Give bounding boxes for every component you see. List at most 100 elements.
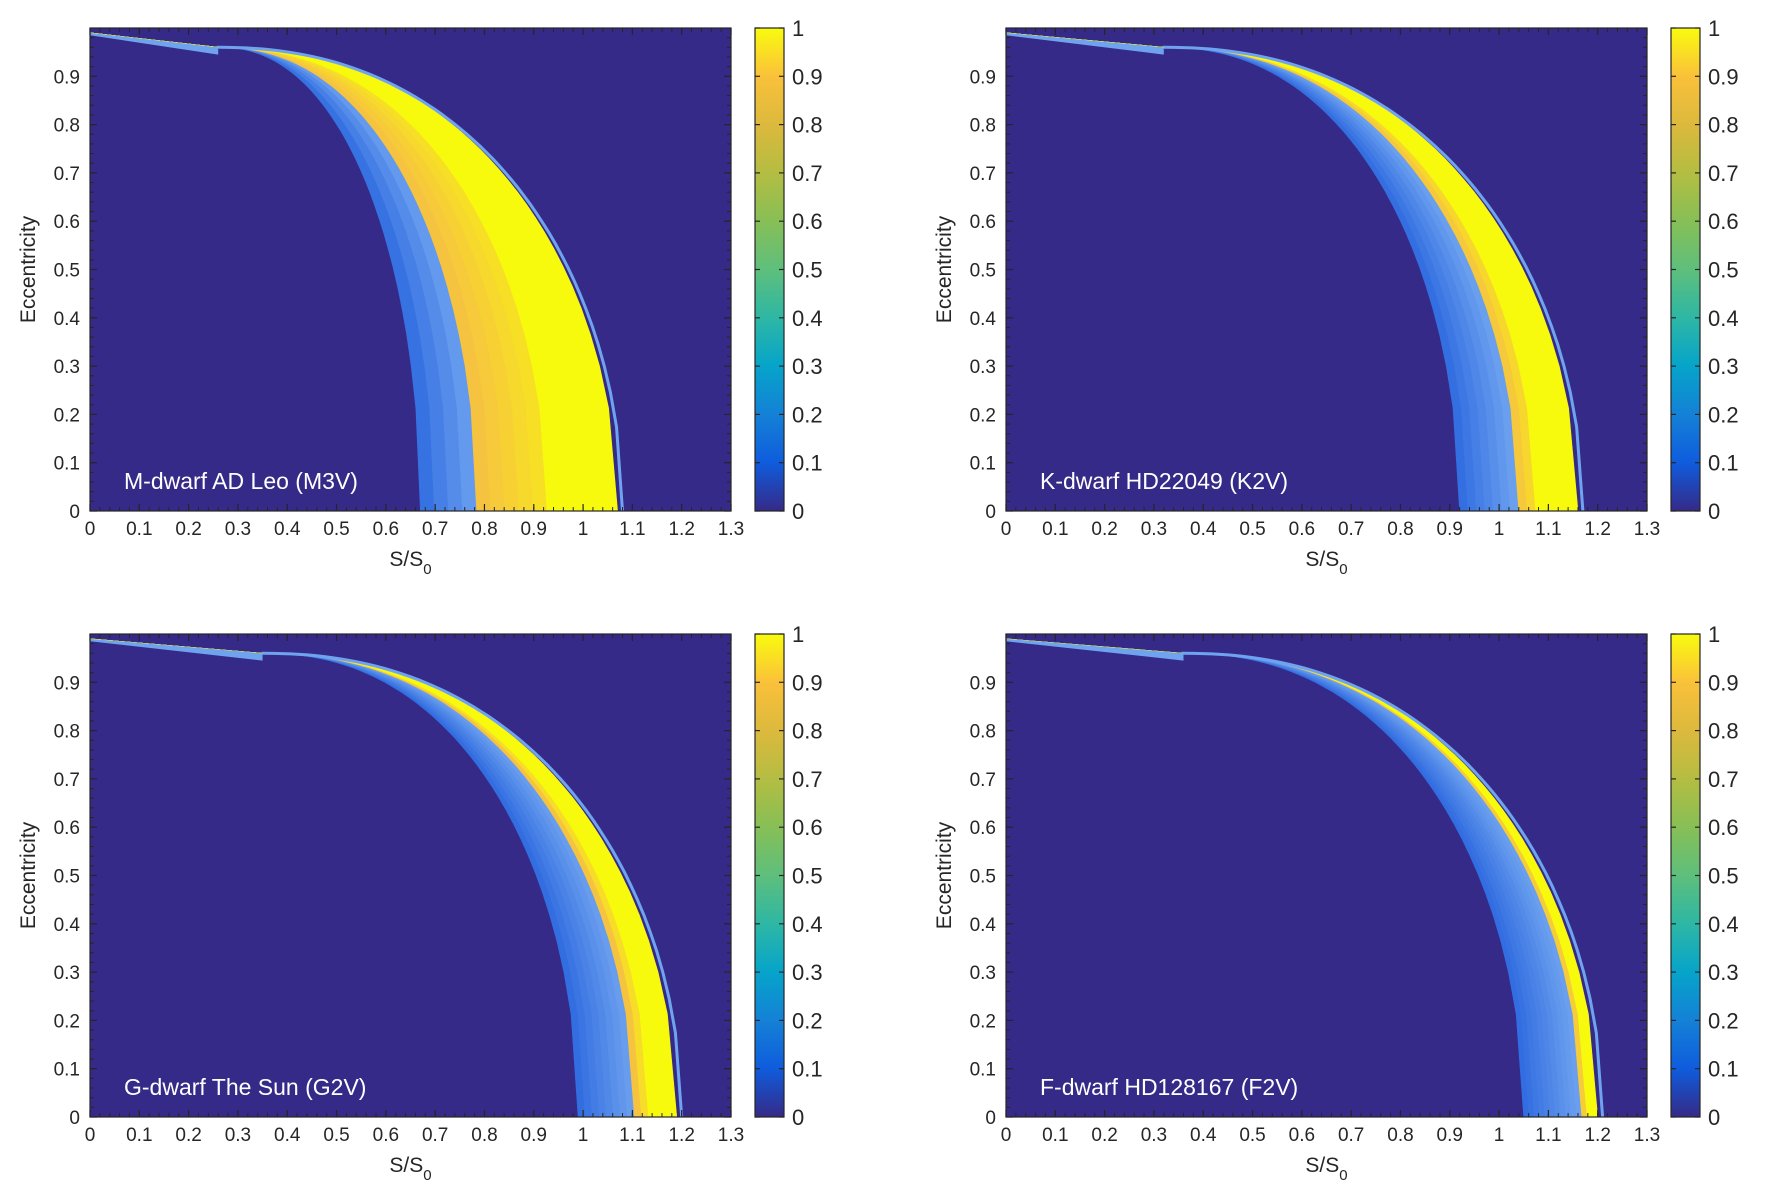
y-tick-label: 0.7 [54, 164, 80, 185]
colorbar-tick-label: 0 [1708, 1105, 1720, 1130]
colorbar-tick-label: 0.1 [792, 1057, 823, 1082]
y-tick-label: 0.7 [970, 770, 996, 791]
y-tick-label: 0.5 [970, 261, 996, 282]
top-streak [1006, 638, 1184, 661]
x-tick-label: 1.2 [668, 1125, 694, 1146]
colorbar: 0 0.1 0.2 0.3 0.4 0.5 0.6 0.7 0.8 0.9 1 [754, 16, 823, 524]
y-tick-label: 0.6 [54, 212, 80, 233]
x-axis-label: S/S0 [1305, 548, 1347, 578]
colorbar-tick-label: 0.3 [792, 354, 823, 379]
colorbar: 0 0.1 0.2 0.3 0.4 0.5 0.6 0.7 0.8 0.9 1 [754, 622, 823, 1130]
x-tick-label: 0.4 [1190, 519, 1217, 540]
colorbar-tick-label: 0.2 [1708, 1008, 1739, 1033]
colorbar-tick-label: 0.6 [792, 209, 823, 234]
top-streak [90, 638, 263, 661]
y-tick-label: 0.2 [54, 1011, 80, 1032]
x-tick-label: 0 [1001, 1125, 1012, 1146]
x-tick-label: 0.8 [471, 1125, 497, 1146]
y-tick-label: 0.4 [54, 309, 81, 330]
colorbar-tick-label: 0.8 [792, 113, 823, 138]
colorbar-tick-label: 0.9 [792, 670, 823, 695]
colorbar-tick-label: 0.9 [1708, 64, 1739, 89]
x-tick-label: 1.2 [668, 519, 694, 540]
x-tick-label: 0.7 [422, 1125, 448, 1146]
x-tick-label: 0.5 [1239, 519, 1265, 540]
colorbar-tick-label: 1 [792, 16, 804, 41]
colorbar-tick-label: 0 [792, 1105, 804, 1130]
region-outer-edge [261, 651, 684, 1117]
colorbar-tick-label: 0.4 [792, 306, 823, 331]
y-tick-label: 0.3 [970, 963, 996, 984]
chart-panel-2: 0 0.1 0.2 0.3 0.4 0.5 0.6 0.7 0.8 0.9 1 1.1 1.2 1.300… [933, 16, 1739, 578]
y-axis-label: Eccentricity [933, 215, 956, 323]
colorbar-tick-label: 0.9 [1708, 670, 1739, 695]
chart-panel-1: 0 0.1 0.2 0.3 0.4 0.5 0.6 0.7 0.8 0.9 1 1.1 1.2 1.300… [17, 16, 823, 578]
colorbar-tick-label: 0.6 [792, 815, 823, 840]
colorbar-tick-label: 0.6 [1708, 815, 1739, 840]
x-tick-label: 1.1 [1535, 519, 1561, 540]
x-tick-label: 0.5 [1239, 1125, 1265, 1146]
x-tick-label: 0.1 [1042, 1125, 1068, 1146]
colorbar-tick-label: 1 [792, 622, 804, 647]
x-axis-label: S/S0 [389, 548, 431, 578]
x-tick-label: 1 [1494, 1125, 1505, 1146]
x-tick-label: 1.2 [1584, 1125, 1610, 1146]
y-tick-label: 0.5 [54, 867, 80, 888]
x-tick-label: 0.4 [1190, 1125, 1217, 1146]
y-tick-label: 0.8 [54, 722, 80, 743]
colorbar-tick-label: 0.3 [792, 960, 823, 985]
y-tick-label: 0.7 [970, 164, 996, 185]
colorbar-tick-label: 0.8 [1708, 719, 1739, 744]
y-tick-label: 0 [985, 1108, 996, 1129]
colorbar-tick-label: 0.7 [792, 161, 823, 186]
colorbar-tick-label: 1 [1708, 622, 1720, 647]
y-tick-label: 0.2 [970, 405, 996, 426]
colorbar-tick-label: 0 [1708, 499, 1720, 524]
y-tick-label: 0.1 [54, 1060, 80, 1081]
y-tick-label: 0.4 [54, 915, 81, 936]
region-outer-edge [1162, 45, 1585, 511]
panel-annotation: K-dwarf HD22049 (K2V) [1040, 468, 1288, 494]
y-tick-label: 0.1 [54, 454, 80, 475]
x-tick-label: 1.3 [718, 519, 744, 540]
colorbar-tick-label: 1 [1708, 16, 1720, 41]
x-tick-label: 0.6 [1289, 519, 1315, 540]
x-tick-label: 0.7 [1338, 519, 1364, 540]
colorbar-tick-label: 0.6 [1708, 209, 1739, 234]
colorbar-tick-label: 0.1 [1708, 451, 1739, 476]
colorbar: 0 0.1 0.2 0.3 0.4 0.5 0.6 0.7 0.8 0.9 1 [1670, 16, 1739, 524]
y-tick-label: 0.3 [970, 357, 996, 378]
colorbar-tick-label: 0.5 [792, 864, 823, 889]
colorbar-tick-label: 0.2 [792, 1008, 823, 1033]
y-tick-label: 0 [985, 502, 996, 523]
y-tick-label: 0.2 [970, 1011, 996, 1032]
colorbar-tick-label: 0.5 [792, 258, 823, 283]
y-tick-label: 0.6 [970, 818, 996, 839]
y-axis-label: Eccentricity [933, 821, 956, 929]
x-tick-label: 0.4 [274, 1125, 301, 1146]
x-tick-label: 0.7 [422, 519, 448, 540]
x-tick-label: 1.1 [1535, 1125, 1561, 1146]
chart-panel-3: 0 0.1 0.2 0.3 0.4 0.5 0.6 0.7 0.8 0.9 1 1.1 1.2 1.300… [17, 622, 823, 1184]
x-tick-label: 0.3 [1141, 519, 1167, 540]
x-axis-label: S/S0 [1305, 1154, 1347, 1184]
x-tick-label: 0 [85, 1125, 96, 1146]
colorbar-tick-label: 0.4 [1708, 912, 1739, 937]
colorbar-tick-label: 0.3 [1708, 960, 1739, 985]
x-tick-label: 0.2 [1091, 1125, 1117, 1146]
colorbar-tick-label: 0.4 [792, 912, 823, 937]
x-tick-label: 0.5 [323, 519, 349, 540]
chart-panel-4: 0 0.1 0.2 0.3 0.4 0.5 0.6 0.7 0.8 0.9 1 1.1 1.2 1.300… [933, 622, 1739, 1184]
x-tick-label: 0 [85, 519, 96, 540]
y-tick-label: 0.5 [54, 261, 80, 282]
y-tick-label: 0 [69, 1108, 80, 1129]
x-tick-label: 1.3 [1634, 519, 1660, 540]
y-tick-label: 0.5 [970, 867, 996, 888]
y-tick-label: 0.4 [970, 309, 997, 330]
x-tick-label: 0 [1001, 519, 1012, 540]
y-tick-label: 0.2 [54, 405, 80, 426]
y-tick-label: 0.9 [54, 67, 80, 88]
y-tick-label: 0 [69, 502, 80, 523]
x-tick-label: 0.2 [175, 519, 201, 540]
colorbar-tick-label: 0.9 [792, 64, 823, 89]
